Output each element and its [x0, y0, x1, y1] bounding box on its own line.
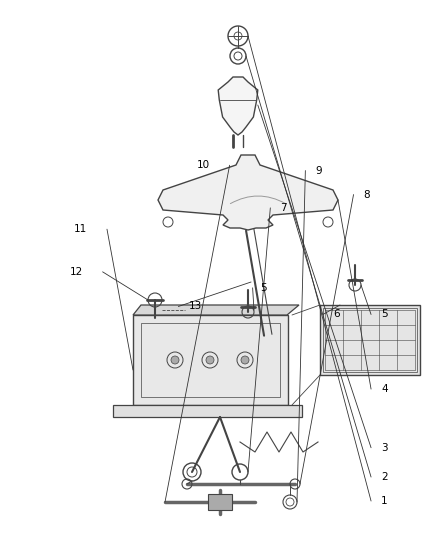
- Polygon shape: [113, 405, 302, 417]
- Text: 5: 5: [261, 283, 267, 293]
- Text: 2: 2: [381, 472, 388, 482]
- Text: 12: 12: [70, 267, 83, 277]
- Bar: [323, 308, 417, 372]
- Text: 3: 3: [381, 443, 388, 453]
- Text: 4: 4: [381, 384, 388, 394]
- Text: 5: 5: [381, 310, 388, 319]
- Polygon shape: [218, 77, 258, 135]
- Circle shape: [241, 356, 249, 364]
- Polygon shape: [158, 155, 338, 230]
- Circle shape: [206, 356, 214, 364]
- Circle shape: [171, 356, 179, 364]
- Text: 13: 13: [188, 302, 201, 311]
- Bar: [208, 494, 232, 510]
- Text: 9: 9: [315, 166, 322, 175]
- Bar: [133, 315, 288, 405]
- Polygon shape: [320, 305, 420, 375]
- Text: 8: 8: [364, 190, 370, 199]
- Text: 7: 7: [280, 203, 287, 213]
- Text: 10: 10: [197, 160, 210, 170]
- Bar: [141, 323, 280, 397]
- Polygon shape: [133, 305, 299, 315]
- Text: 1: 1: [381, 496, 388, 506]
- Text: 6: 6: [333, 310, 339, 319]
- Text: 11: 11: [74, 224, 87, 234]
